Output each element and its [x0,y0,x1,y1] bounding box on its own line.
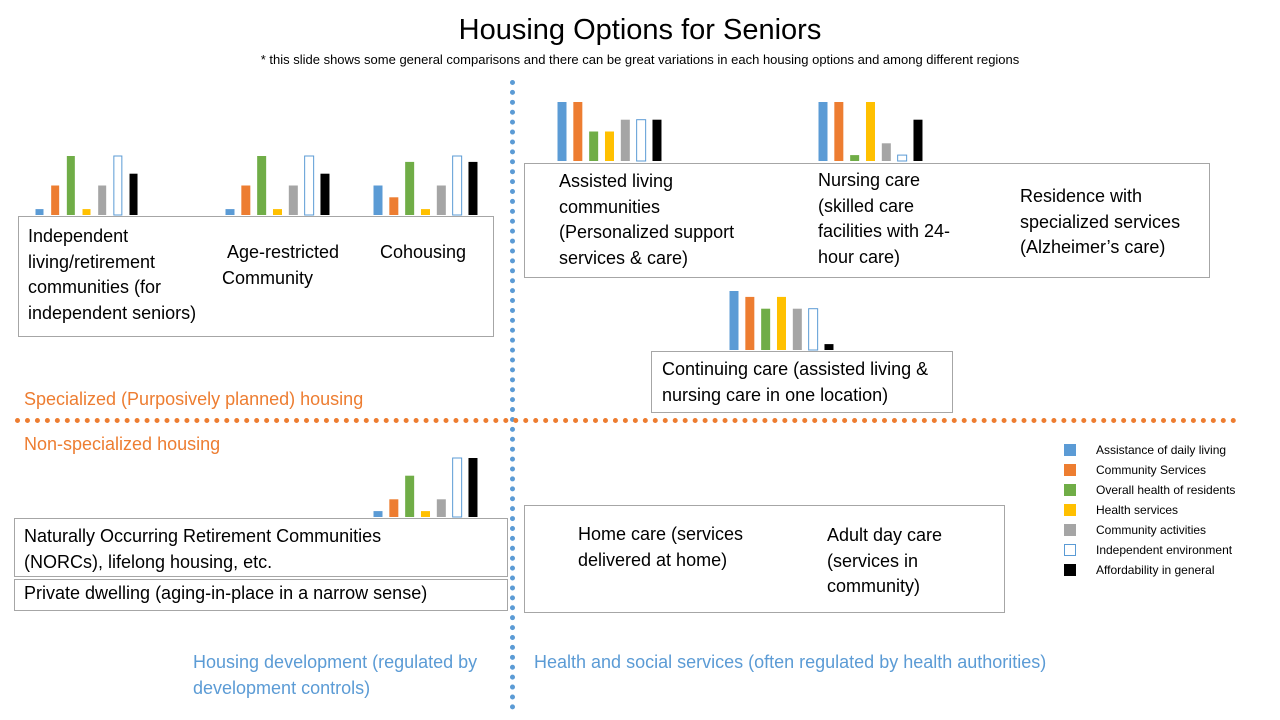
bar-independent-environment [304,155,315,216]
section-non-specialized-housing: Non-specialized housing [24,434,221,454]
bar-affordability-in-general [468,161,478,215]
bar-overall-health-of-residents [257,156,267,215]
bar-chart-norcs [373,457,478,518]
bar-assistance-of-daily-living [557,102,567,161]
bar-assistance-of-daily-living [373,511,383,517]
bar-overall-health-of-residents [761,308,771,350]
section-housing-development: Housing development (regulated by develo… [193,652,478,698]
bar-health-services [420,209,430,215]
bar-health-services [604,131,614,161]
bar-assistance-of-daily-living [225,209,235,215]
bar-community-services [573,102,583,161]
bar-independent-environment [808,308,819,351]
bar-health-services [420,511,430,517]
bar-affordability-in-general [913,119,923,161]
vertical-divider [510,80,515,710]
legend-swatch [1064,504,1076,516]
bar-chart-continuing-care [729,291,834,351]
option-private-dwelling: Private dwelling (aging-in-place in a na… [24,583,428,603]
legend-label: Independent environment [1096,543,1233,557]
legend-swatch [1064,484,1076,496]
bar-independent-environment [636,119,647,162]
bar-chart-cohousing [373,155,478,216]
option-independent-living: Independent living/retirement communitie… [28,226,197,323]
bar-community-activities [98,185,107,215]
option-adult-day-care: Adult day care (services in community) [827,525,943,596]
specialized-housing-box [18,216,494,337]
legend-label: Affordability in general [1096,563,1215,577]
bar-assistance-of-daily-living [373,185,383,215]
bar-overall-health-of-residents [66,156,75,215]
bar-community-activities [881,143,891,161]
bar-health-services [272,209,282,215]
bar-overall-health-of-residents [850,155,860,161]
norcs-box [14,518,508,577]
bar-chart-nursing-care [818,102,923,162]
continuing-care-box [651,351,953,413]
bar-community-services [389,197,399,215]
bar-affordability-in-general [320,173,330,215]
option-assisted-living: Assisted living communities (Personalize… [559,171,735,268]
bar-independent-environment [452,155,463,216]
section-specialized-housing: Specialized (Purposively planned) housin… [24,389,364,409]
bar-health-services [776,296,786,350]
bar-chart-age-restricted [225,155,330,216]
bar-health-services [865,102,875,161]
option-age-restricted: Age-restricted Community [222,242,340,288]
bar-community-services [241,185,251,215]
option-cohousing: Cohousing [380,242,467,262]
bar-community-activities [436,499,446,517]
bar-overall-health-of-residents [589,131,599,161]
horizontal-divider [15,418,1237,423]
option-specialized-residence: Residence with specialized services (Alz… [1020,186,1181,257]
bar-chart-independent-living [35,155,138,216]
page-title: Housing Options for Seniors [458,14,822,46]
bar-affordability-in-general [652,119,662,161]
option-nursing-care: Nursing care (skilled care facilities wi… [818,170,951,267]
bar-health-services [82,209,91,215]
option-continuing-care: Continuing care (assisted living & nursi… [662,359,929,405]
bar-community-services [51,185,60,215]
legend-label: Community activities [1096,523,1207,537]
bar-affordability-in-general [468,458,478,517]
bar-community-services [834,102,844,161]
health-services-box [524,163,1210,278]
bar-affordability-in-general [824,344,834,350]
bar-community-activities [436,185,446,215]
bar-community-activities [288,185,298,215]
bar-independent-environment [113,155,123,216]
bar-community-services [389,499,399,517]
home-services-box [524,505,1005,613]
legend-swatch [1064,564,1076,576]
bar-community-activities [620,119,630,161]
legend-swatch [1064,464,1076,476]
section-health-social-services: Health and social services (often regula… [534,652,1047,672]
bar-community-services [745,296,755,350]
bar-overall-health-of-residents [405,475,415,517]
bar-chart-assisted-living [557,102,662,162]
legend-label: Assistance of daily living [1096,443,1227,457]
option-home-care: Home care (services delivered at home) [578,524,744,570]
private-dwelling-box [14,579,508,611]
page-subtitle: * this slide shows some general comparis… [260,52,1020,67]
legend-swatch [1064,524,1076,536]
legend-label: Community Services [1096,463,1207,477]
bar-assistance-of-daily-living [818,102,828,161]
bar-community-activities [792,308,802,350]
bar-assistance-of-daily-living [729,291,739,350]
legend-label: Health services [1096,503,1179,517]
legend-label: Overall health of residents [1096,483,1236,497]
bar-overall-health-of-residents [405,161,415,215]
bar-assistance-of-daily-living [35,209,44,215]
bar-independent-environment [897,154,908,162]
legend-swatch [1064,444,1076,456]
bar-independent-environment [452,457,463,518]
option-norcs: Naturally Occurring Retirement Communiti… [24,526,382,572]
legend-swatch [1064,544,1076,556]
bar-affordability-in-general [129,173,138,215]
